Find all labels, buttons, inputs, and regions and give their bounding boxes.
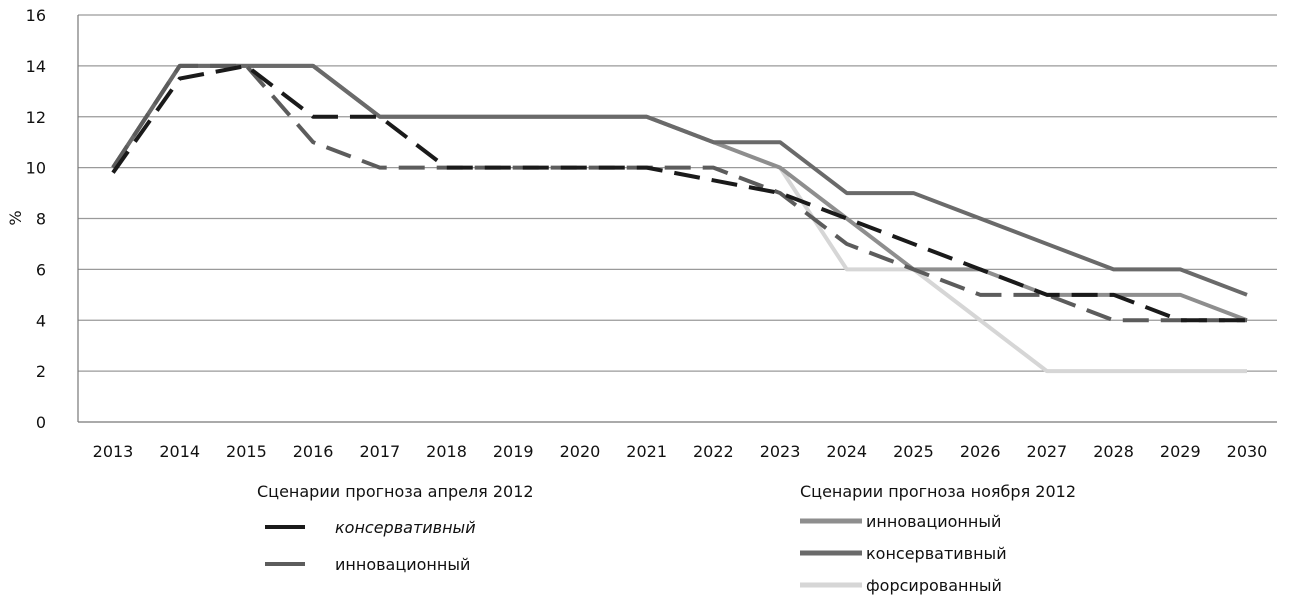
x-tick-label: 2028 [1093, 442, 1134, 461]
x-tick-label: 2019 [493, 442, 534, 461]
x-tick-label: 2014 [159, 442, 200, 461]
legend-label: инновационный [335, 555, 470, 574]
x-tick-label: 2029 [1160, 442, 1201, 461]
legend-label: инновационный [866, 512, 1001, 531]
axes: 0 2 4 6 8 10 12 14 16% 2013 2014 2015 2016 2017 2018 20… [6, 6, 1267, 461]
x-tick-label: 2021 [626, 442, 667, 461]
y-tick-label: 6 [36, 260, 46, 279]
y-tick-label: 8 [36, 210, 46, 229]
series-line [111, 63, 1248, 297]
legend-title: Сценарии прогноза апреля 2012 [257, 482, 534, 501]
series-lines [111, 63, 1248, 374]
y-tick-label: 2 [36, 362, 46, 381]
legend: Сценарии прогноза апреля 2012 консерватив… [257, 482, 1076, 595]
x-tick-label: 2025 [893, 442, 934, 461]
x-tick-label: 2024 [826, 442, 867, 461]
x-tick-label: 2016 [293, 442, 334, 461]
series-line [111, 63, 1247, 323]
y-tick-label: 0 [36, 413, 46, 432]
series-line [111, 63, 1247, 323]
x-tick-label: 2015 [226, 442, 267, 461]
x-tick-label: 2022 [693, 442, 734, 461]
x-tick-label: 2023 [760, 442, 801, 461]
y-tick-label: 12 [26, 108, 46, 127]
legend-title: Сценарии прогноза ноября 2012 [800, 482, 1076, 501]
x-tick-label: 2026 [960, 442, 1001, 461]
x-tick-label: 2027 [1027, 442, 1068, 461]
legend-label: консервативный [866, 544, 1007, 563]
y-tick-label: 16 [26, 6, 46, 25]
series-line [111, 63, 1248, 323]
legend-label: форсированный [866, 576, 1002, 595]
y-axis-label: % [6, 210, 25, 225]
x-tick-label: 2018 [426, 442, 467, 461]
x-tick-label: 2017 [359, 442, 400, 461]
y-tick-label: 10 [26, 159, 46, 178]
legend-label: консервативный [335, 518, 476, 537]
x-tick-label: 2030 [1227, 442, 1268, 461]
x-tick-label: 2013 [93, 442, 134, 461]
y-tick-label: 14 [26, 57, 46, 76]
x-tick-label: 2020 [560, 442, 601, 461]
y-tick-label: 4 [36, 311, 46, 330]
